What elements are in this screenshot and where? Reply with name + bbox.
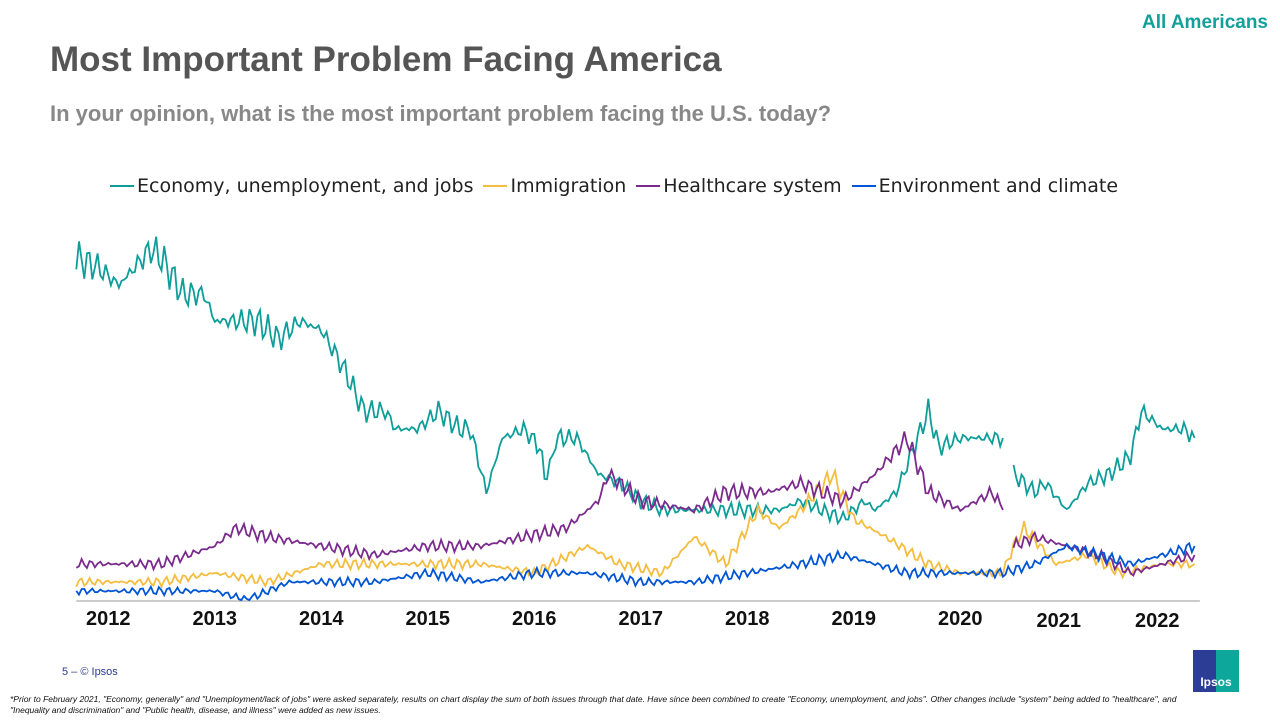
x-tick-label: 2021 (1037, 610, 1082, 632)
ipsos-logo: Ipsos (1193, 650, 1239, 692)
legend-item-healthcare: Healthcare system (636, 175, 842, 197)
legend-swatch (483, 185, 508, 187)
legend-swatch (110, 185, 134, 187)
x-tick-label: 2016 (512, 608, 557, 630)
x-tick-label: 2012 (86, 608, 131, 630)
legend-label: Immigration (510, 175, 627, 197)
legend-swatch (851, 185, 876, 187)
x-tick-label: 2019 (832, 608, 877, 630)
chart-legend: Economy, unemployment, and jobs Immigrat… (110, 175, 1118, 197)
series-line-healthcare-system (1012, 530, 1196, 577)
footnote: *Prior to February 2021, "Economy, gener… (10, 694, 1177, 715)
x-tick-label: 2017 (619, 608, 664, 630)
segment-label: All Americans (1141, 12, 1268, 33)
x-tick-label: 2015 (406, 608, 451, 630)
legend-item-immigration: Immigration (483, 175, 626, 197)
x-tick-label: 2020 (938, 608, 983, 630)
page-subtitle: In your opinion, what is the most import… (50, 101, 832, 126)
x-tick-label: 2014 (299, 608, 344, 630)
legend-label: Economy, unemployment, and jobs (137, 175, 474, 197)
series-line-healthcare-system (75, 431, 1004, 572)
legend-swatch (636, 185, 661, 187)
series-line-economy-unemployment-and-jobs (1012, 402, 1196, 511)
logo-text: Ipsos (1200, 675, 1232, 689)
x-tick-label: 2018 (725, 608, 770, 630)
series-line-environment-and-climate (75, 541, 1196, 602)
legend-item-environment: Environment and climate (851, 175, 1119, 197)
series-line-immigration (75, 467, 1196, 589)
x-tick-label: 2022 (1135, 610, 1180, 632)
page-number: 5 – © Ipsos (62, 666, 118, 678)
legend-label: Healthcare system (663, 175, 842, 197)
legend-label: Environment and climate (878, 175, 1119, 197)
page-title: Most Important Problem Facing America (50, 40, 722, 79)
legend-item-economy: Economy, unemployment, and jobs (110, 175, 473, 197)
series-line-economy-unemployment-and-jobs (75, 236, 1004, 526)
x-tick-label: 2013 (193, 608, 238, 630)
